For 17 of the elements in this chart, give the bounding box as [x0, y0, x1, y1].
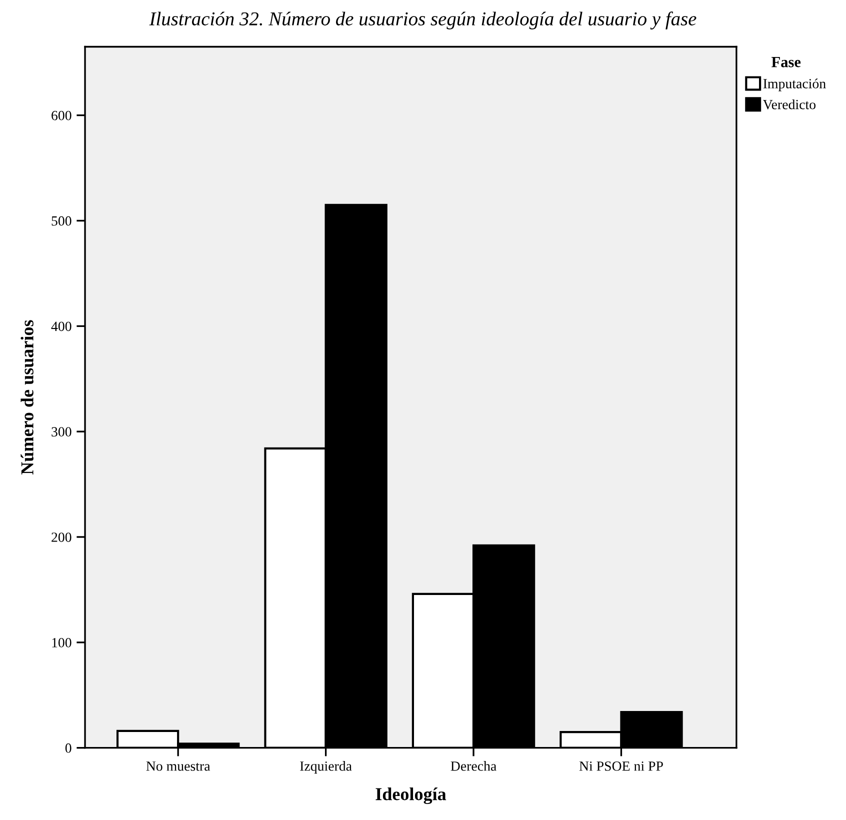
legend-label: Veredicto [762, 99, 816, 110]
x-axis-title: Ideología [376, 788, 446, 804]
y-tick-label: 100 [52, 638, 72, 648]
x-tick-label: Izquierda [300, 761, 352, 774]
x-tick-label: Derecha [450, 761, 496, 771]
x-tick-label: No muestra [146, 762, 210, 771]
legend-title: Fase [772, 57, 801, 68]
legend-label: Imputación [763, 78, 826, 92]
y-tick-label: 500 [52, 216, 72, 226]
x-tick-label: Ni PSOE ni PP [579, 761, 663, 771]
y-tick-label: 0 [65, 743, 72, 753]
y-tick-label: 400 [51, 322, 72, 332]
y-tick-label: 200 [52, 532, 72, 542]
y-tick-label: 600 [52, 110, 72, 120]
chart-title: Ilustración 32. Número de usuarios según ideología del usuario y fase [149, 12, 696, 30]
y-axis-title: Número de usuarios [20, 320, 34, 475]
y-tick-label: 300 [52, 427, 72, 437]
